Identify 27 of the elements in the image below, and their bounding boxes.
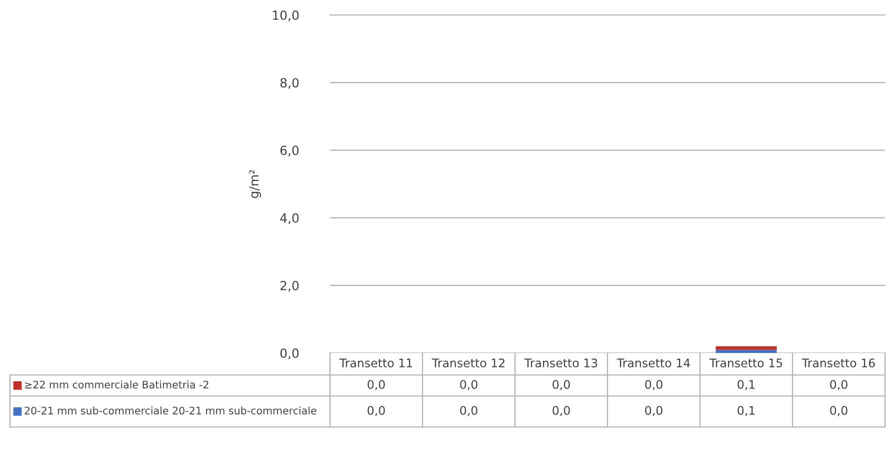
x-tick-label: Transetto 12 [432,358,504,368]
y-tick-label: 4,0 [280,213,299,224]
data-label: 0,0 [830,406,848,416]
data-label: 0,1 [738,406,755,416]
x-tick-label: Transetto 14 [616,358,690,368]
y-tick-label: 2,0 [280,280,299,292]
data-label: 0,0 [368,406,385,416]
legend-label: ≥22 mm commerciale Batimetria -2 [25,380,208,388]
data-label: 0,0 [645,406,662,416]
data-label: 0,0 [552,406,570,416]
data-label: 0,0 [460,380,478,390]
data-label: 0,0 [830,380,848,390]
y-tick-label: 6,0 [280,146,299,156]
x-tick-label: Transetto 16 [802,358,875,368]
y-tick-label: 0,0 [280,348,299,360]
x-tick-label: Transetto 11 [339,358,412,368]
y-axis-title: g/m² [249,170,262,198]
data-label: 0,1 [738,380,755,390]
data-label: 0,0 [645,380,662,390]
y-tick-label: 10,0 [272,10,299,22]
x-tick-label: Transetto 13 [524,358,598,368]
legend-label: 20-21 mm sub-commerciale 20-21 mm sub-commerciale [24,406,316,414]
data-label: 0,0 [460,406,478,416]
x-tick-label: Transetto 15 [709,358,782,368]
data-label: 0,0 [552,380,570,390]
y-tick-label: 8,0 [280,78,299,89]
data-label: 0,0 [368,380,385,390]
